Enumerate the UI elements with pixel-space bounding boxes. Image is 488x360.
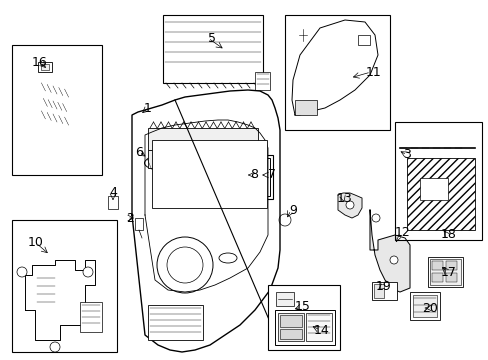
Bar — [431, 261, 442, 270]
Text: 13: 13 — [336, 192, 352, 204]
Bar — [445, 273, 456, 282]
Text: 12: 12 — [394, 225, 410, 238]
Circle shape — [296, 29, 308, 41]
Bar — [394, 122, 481, 240]
Polygon shape — [337, 193, 361, 218]
Circle shape — [452, 143, 462, 153]
Bar — [412, 295, 436, 317]
Text: 7: 7 — [267, 168, 275, 181]
Text: 2: 2 — [126, 211, 134, 225]
Circle shape — [48, 128, 58, 138]
Circle shape — [444, 223, 454, 233]
Circle shape — [447, 217, 451, 221]
Ellipse shape — [41, 112, 68, 123]
Bar — [148, 150, 185, 168]
Bar — [285, 15, 389, 130]
Bar — [108, 196, 118, 209]
Circle shape — [440, 219, 458, 237]
Bar — [445, 261, 456, 270]
Circle shape — [249, 167, 260, 177]
Polygon shape — [190, 157, 229, 180]
Bar — [419, 178, 447, 200]
Circle shape — [50, 342, 60, 352]
Text: 10: 10 — [28, 237, 44, 249]
Circle shape — [319, 65, 339, 85]
Bar — [409, 292, 439, 320]
Bar — [427, 257, 462, 287]
Text: 8: 8 — [249, 168, 258, 181]
Text: 15: 15 — [294, 301, 310, 314]
Circle shape — [447, 235, 451, 239]
Circle shape — [430, 143, 440, 153]
Circle shape — [419, 143, 429, 153]
Circle shape — [397, 143, 407, 153]
Ellipse shape — [219, 253, 237, 263]
Circle shape — [17, 267, 27, 277]
Circle shape — [408, 143, 418, 153]
Bar — [294, 100, 316, 115]
Circle shape — [149, 156, 157, 164]
Bar — [148, 305, 203, 340]
Circle shape — [167, 247, 203, 283]
Text: 6: 6 — [135, 145, 142, 158]
Bar — [152, 140, 266, 208]
Circle shape — [279, 214, 290, 226]
Circle shape — [441, 143, 451, 153]
Text: 14: 14 — [313, 324, 329, 337]
Bar — [80, 302, 102, 332]
Bar — [280, 329, 302, 339]
Bar — [357, 35, 369, 45]
Circle shape — [83, 267, 93, 277]
Bar — [371, 282, 396, 300]
Bar — [373, 284, 383, 298]
Text: 11: 11 — [366, 66, 381, 78]
Polygon shape — [232, 160, 243, 178]
Bar — [148, 128, 258, 150]
Text: 19: 19 — [375, 280, 391, 293]
Circle shape — [438, 226, 442, 230]
Bar — [163, 15, 263, 83]
Bar — [254, 72, 269, 90]
Circle shape — [346, 201, 353, 209]
Bar — [38, 62, 52, 72]
Polygon shape — [369, 210, 409, 292]
Bar — [429, 259, 460, 285]
Bar — [12, 45, 102, 175]
Bar — [41, 64, 49, 70]
Polygon shape — [291, 20, 377, 115]
Bar — [305, 313, 331, 341]
Ellipse shape — [144, 155, 189, 171]
Text: 4: 4 — [109, 185, 117, 198]
Bar — [135, 218, 142, 230]
Text: 16: 16 — [32, 55, 48, 68]
Circle shape — [157, 237, 213, 293]
Circle shape — [278, 292, 291, 306]
Text: 9: 9 — [288, 203, 296, 216]
Bar — [280, 315, 302, 327]
Bar — [431, 273, 442, 282]
Bar — [184, 155, 272, 199]
Bar — [406, 158, 474, 230]
Ellipse shape — [41, 84, 68, 96]
Text: 5: 5 — [207, 31, 216, 45]
Text: 17: 17 — [440, 266, 456, 279]
Ellipse shape — [43, 100, 66, 109]
Circle shape — [371, 214, 379, 222]
Text: 18: 18 — [440, 229, 456, 242]
Text: 1: 1 — [144, 102, 152, 114]
Bar — [274, 310, 334, 345]
Text: 20: 20 — [421, 302, 437, 315]
Bar — [278, 313, 304, 341]
Bar — [267, 285, 339, 350]
Polygon shape — [25, 260, 95, 340]
Text: 3: 3 — [402, 148, 410, 162]
Bar — [12, 220, 117, 352]
Bar — [229, 158, 269, 196]
Bar — [275, 292, 293, 306]
Circle shape — [456, 226, 460, 230]
Circle shape — [389, 256, 397, 264]
